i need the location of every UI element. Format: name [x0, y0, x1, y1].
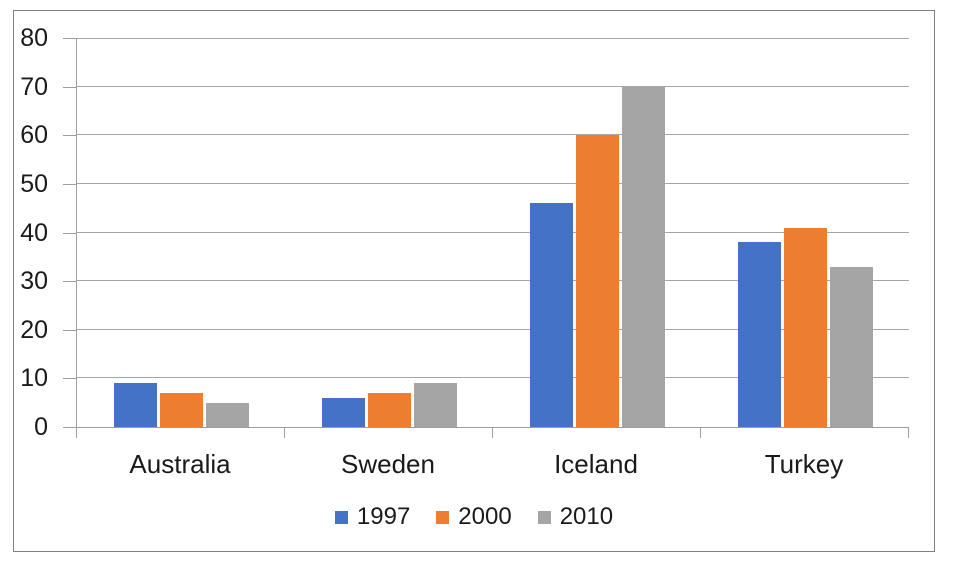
y-axis-tick — [63, 233, 76, 234]
gridline — [77, 329, 909, 330]
y-axis-tick — [63, 378, 76, 379]
bar-2010-australia — [206, 403, 249, 427]
y-axis-tick — [63, 330, 76, 331]
x-axis-tick — [700, 427, 701, 438]
plot-area — [76, 38, 909, 428]
gridline — [77, 134, 909, 135]
bar-2010-iceland — [622, 87, 665, 427]
y-axis-tick — [63, 135, 76, 136]
bar-2000-iceland — [576, 135, 619, 427]
x-axis-tick — [284, 427, 285, 438]
bar-2000-turkey — [784, 228, 827, 427]
y-tick-label: 70 — [20, 73, 48, 101]
y-axis-tick — [63, 87, 76, 88]
legend-label-1997: 1997 — [356, 503, 411, 530]
bar-2000-sweden — [368, 393, 411, 427]
legend-item-2010: 2010 — [537, 503, 614, 531]
x-category-label: Australia — [129, 449, 231, 479]
bar-2010-turkey — [830, 267, 873, 427]
gridline — [77, 183, 909, 184]
legend-label-2010: 2010 — [559, 503, 614, 530]
x-axis-tick — [76, 427, 77, 438]
legend-label-2000: 2000 — [458, 503, 512, 530]
y-tick-label: 50 — [20, 170, 48, 198]
x-category-label: Turkey — [764, 449, 844, 479]
y-axis-tick — [63, 427, 76, 428]
gridline — [77, 232, 909, 233]
bar-1997-australia — [114, 383, 157, 427]
bar-1997-sweden — [322, 398, 365, 427]
legend: 1997 2000 2010 — [14, 503, 934, 531]
y-axis-tick — [63, 184, 76, 185]
bar-1997-iceland — [530, 203, 573, 427]
y-tick-label: 60 — [20, 121, 48, 149]
bar-2010-sweden — [414, 383, 457, 427]
x-category-label: Sweden — [341, 449, 435, 479]
y-axis-tick — [63, 38, 76, 39]
gridline — [77, 86, 909, 87]
gridline — [77, 280, 909, 281]
bar-1997-turkey — [738, 242, 781, 427]
y-tick-label: 30 — [20, 267, 48, 295]
y-tick-label: 0 — [34, 413, 48, 441]
y-axis-tick — [63, 281, 76, 282]
chart-frame: 1997 2000 2010 0 10 20 30 40 50 60 70 80 Australi… — [13, 10, 935, 552]
bar-2000-australia — [160, 393, 203, 427]
x-category-label: Iceland — [554, 449, 638, 479]
legend-item-1997: 1997 — [334, 503, 411, 531]
y-tick-label: 10 — [20, 364, 48, 392]
gridline — [77, 377, 909, 378]
x-axis-tick — [908, 427, 909, 438]
legend-swatch-2010 — [537, 510, 551, 524]
legend-swatch-1997 — [334, 510, 348, 524]
gridline — [77, 38, 909, 39]
legend-swatch-2000 — [436, 510, 450, 524]
y-tick-label: 80 — [20, 24, 48, 52]
legend-item-2000: 2000 — [436, 503, 512, 531]
y-tick-label: 40 — [20, 219, 48, 247]
y-tick-label: 20 — [20, 316, 48, 344]
x-axis-tick — [492, 427, 493, 438]
